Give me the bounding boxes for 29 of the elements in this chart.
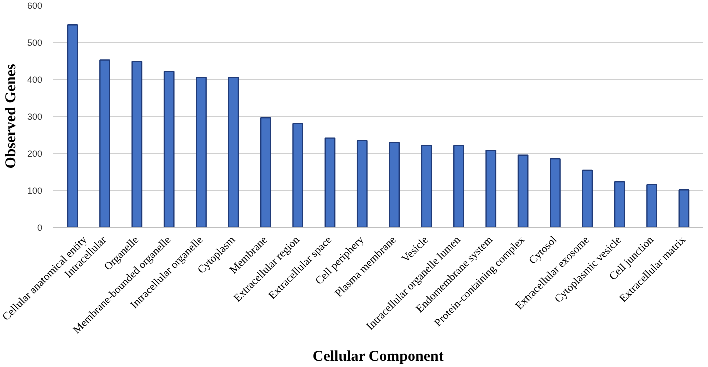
y-tick-label: 600 [27,1,43,11]
bar [646,184,658,228]
bar [421,145,432,228]
y-tick-label: 500 [27,38,43,48]
bar [582,170,594,228]
bar [678,190,690,228]
y-tick-label: 200 [27,149,43,159]
y-tick-label: 400 [27,75,43,85]
bar [324,138,336,228]
bar [356,140,368,228]
bar [550,158,561,228]
bar [614,181,626,228]
bar [132,61,143,228]
bar [389,142,400,228]
bar [228,77,240,228]
bar [67,24,78,228]
y-axis-title: Observed Genes [3,64,20,169]
y-tick-label: 300 [27,112,43,122]
bar [196,77,207,228]
bar [164,71,175,228]
bar [518,154,529,228]
y-tick-label: 0 [37,223,43,233]
x-axis-title: Cellular Component [312,348,444,365]
bar [260,117,272,228]
bar [100,60,110,228]
bar [486,150,497,228]
y-tick-label: 100 [27,186,43,196]
bar [292,123,304,228]
bar [454,145,464,228]
